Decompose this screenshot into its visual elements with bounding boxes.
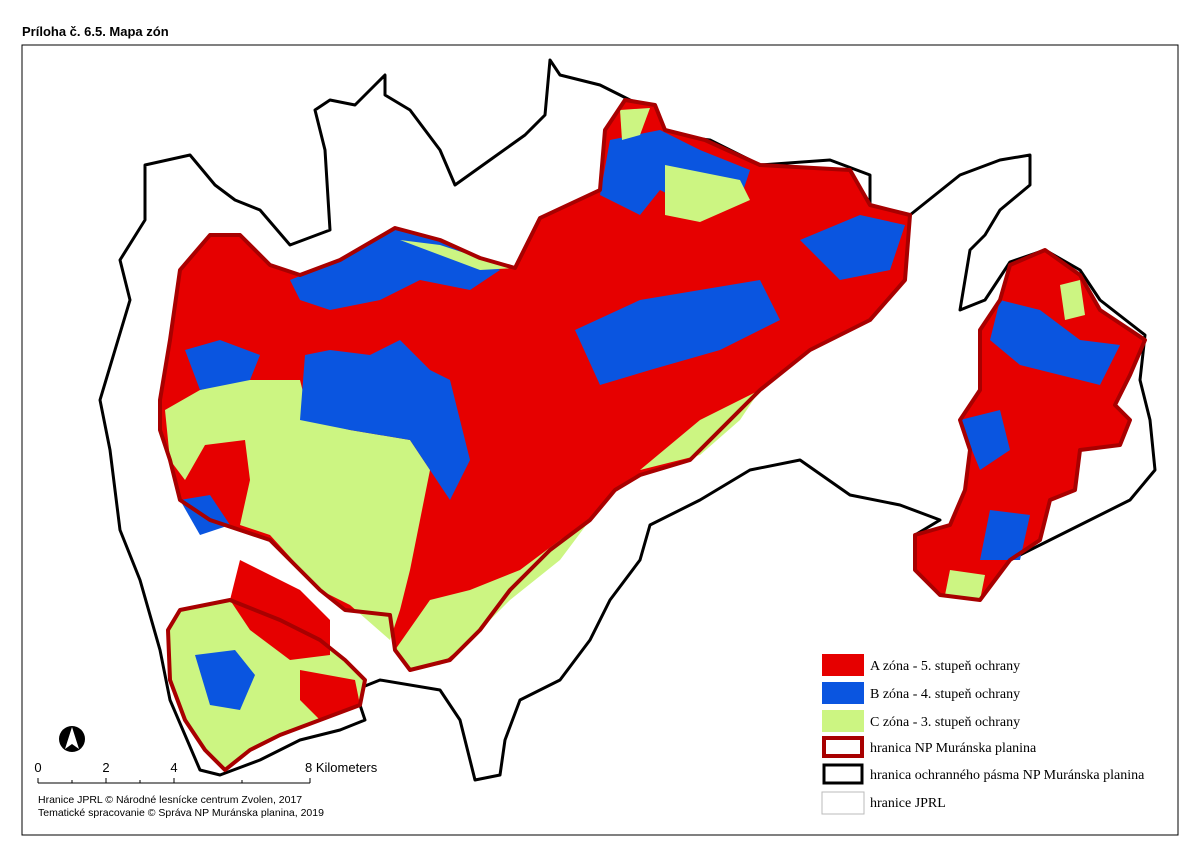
buffer-outline xyxy=(98,58,1157,782)
zone-c xyxy=(1060,280,1085,320)
zone-b xyxy=(960,410,1010,470)
zone-a xyxy=(915,250,1145,600)
zone-a xyxy=(230,560,330,660)
buffer-boundary xyxy=(98,58,1157,782)
zone-b xyxy=(300,340,470,500)
park-boundary xyxy=(913,248,1147,602)
credit: Hranice JPRL © Národné lesnícke centrum … xyxy=(38,794,302,806)
zone-c xyxy=(945,570,985,600)
scale-bar: 0 2 4 8 Kilometers xyxy=(34,760,378,784)
zone-b xyxy=(800,215,905,280)
zone-b xyxy=(990,300,1120,385)
zone-c xyxy=(165,380,430,640)
legend-label: hranica ochranného pásma NP Muránska pla… xyxy=(870,768,1145,783)
legend-label: C zóna - 3. stupeň ochrany xyxy=(870,715,1020,730)
north-pointer xyxy=(65,727,79,749)
park-boundary xyxy=(166,598,367,772)
scale-label: 0 xyxy=(34,760,41,775)
legend-swatch xyxy=(822,682,864,704)
park-boundary xyxy=(158,98,912,672)
zone-c xyxy=(640,390,760,470)
legend-label: hranica NP Muránska planina xyxy=(870,741,1037,756)
map-title: Príloha č. 6.5. Mapa zón xyxy=(22,24,169,39)
legend: A zóna - 5. stupeň ochrany B zóna - 4. s… xyxy=(821,654,1145,815)
scale-label: 4 xyxy=(170,760,177,775)
zone-b xyxy=(185,340,260,390)
legend-label: A zóna - 5. stupeň ochrany xyxy=(870,659,1020,674)
zone-a xyxy=(300,670,360,720)
legend-swatch xyxy=(821,791,865,815)
zone-c xyxy=(665,165,750,222)
zone-c xyxy=(400,240,515,270)
legend-swatch xyxy=(822,763,864,785)
legend-swatch xyxy=(822,710,864,732)
zone-b xyxy=(980,510,1030,560)
zone-b xyxy=(575,280,780,385)
legend-swatch xyxy=(822,654,864,676)
scale-label: 8 Kilometers xyxy=(305,760,378,775)
legend-swatch xyxy=(822,736,864,758)
credit: Tematické spracovanie © Správa NP Muráns… xyxy=(38,807,324,819)
legend-label: hranice JPRL xyxy=(870,796,946,811)
zone-c xyxy=(620,108,650,140)
north-arrow xyxy=(59,726,85,752)
legend-label: B zóna - 4. stupeň ochrany xyxy=(870,687,1020,702)
national-park xyxy=(158,98,1147,772)
zone-b xyxy=(195,650,255,710)
scale-label: 2 xyxy=(102,760,109,775)
